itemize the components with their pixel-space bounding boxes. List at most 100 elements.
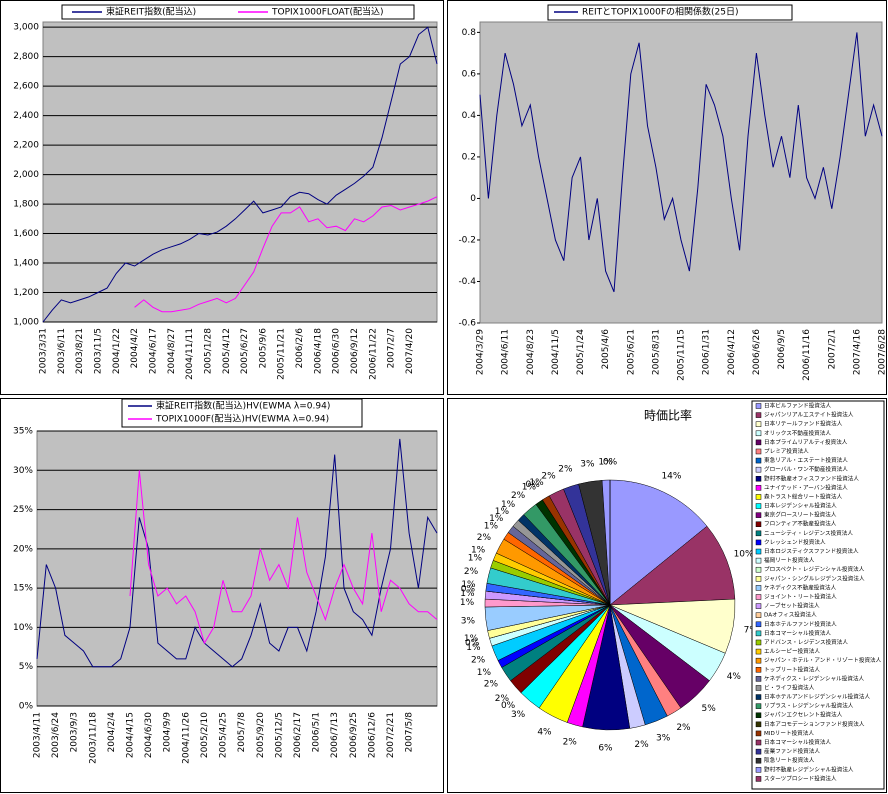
y-tick-label: 5% [19, 662, 34, 672]
y-tick-label: 20% [13, 544, 33, 554]
legend-label: ビ・ライフ投資法人 [764, 683, 815, 691]
legend-swatch [755, 548, 762, 555]
data-label: 2% [541, 471, 556, 481]
y-tick-label: 2,400 [13, 111, 39, 121]
x-tick-label: 2004/1/22 [112, 328, 122, 374]
legend: 東証REIT指数(配当込) TOPIX1000FLOAT(配当込) [61, 4, 415, 20]
legend-swatch [755, 521, 762, 527]
legend-label: 東急リアル・エステート投資法人 [764, 456, 848, 464]
pie-slice [609, 525, 736, 606]
legend-label: ユナイテッド・アーバン投資法人 [764, 483, 848, 491]
x-tick-label: 2006/11/16 [802, 329, 812, 381]
data-label: 3% [511, 710, 526, 720]
y-tick-label: 0.4 [462, 111, 477, 121]
x-tick-label: 2004/6/17 [148, 328, 158, 374]
legend-swatch [755, 603, 762, 609]
legend-swatch [755, 721, 762, 728]
legend-label: 日本ロジスティクスファンド投資法人 [764, 547, 859, 555]
x-tick-label: 2004/3/29 [476, 329, 486, 375]
legend-swatch [755, 539, 762, 546]
series-line [42, 26, 438, 323]
x-tick-label: 2005/11/15 [677, 329, 687, 381]
data-label: 2% [471, 656, 486, 666]
series-line [479, 32, 883, 293]
data-label: 1% [461, 580, 476, 590]
legend-label: アドバンス・レジデンス投資法人 [764, 638, 848, 646]
x-tick-label: 2004/2/4 [107, 712, 117, 753]
legend-swatch [755, 512, 762, 518]
x-tick-label: 2004/4/2 [130, 328, 140, 368]
x-tick-label: 2004/6/30 [144, 712, 154, 758]
x-tick-label: 2003/3/31 [39, 328, 49, 374]
legend-swatch [755, 466, 762, 473]
x-tick-label: 2004/11/11 [185, 328, 195, 380]
y-tick-label: 1,800 [13, 200, 39, 210]
legend-label: 阪急リート投資法人 [764, 756, 815, 764]
y-tick-label: 0 [470, 194, 476, 204]
legend-label: ケネディクス不動産投資法人 [764, 583, 837, 591]
y-tick-label: 0.2 [462, 152, 476, 162]
legend-label: ジョイント・リート投資法人 [764, 593, 837, 601]
legend-swatch [755, 730, 762, 737]
data-label: 1% [484, 521, 499, 531]
data-label: 2% [464, 567, 479, 577]
data-label: 4% [727, 672, 742, 682]
legend-swatch [755, 503, 762, 509]
y-tick-label: -0.2 [458, 235, 476, 245]
legend-label: ジャパン・ホテル・アンド・リゾート投資法人 [764, 656, 882, 664]
plot-area [479, 21, 883, 324]
legend-swatch [755, 767, 762, 773]
legend: REITとTOPIX1000Fの相関係数(25日) [547, 4, 793, 21]
legend-swatch [755, 776, 762, 782]
legend-swatch [755, 585, 762, 591]
x-tick-label: 2005/12/5 [274, 712, 284, 758]
legend-swatch [755, 457, 762, 464]
data-label: 2% [676, 723, 691, 733]
x-tick-label: 2006/2/6 [295, 328, 305, 369]
chart-title: 時価比率 [644, 408, 692, 423]
x-tick-label: 2004/9/9 [163, 712, 173, 753]
x-tick-label: 2006/4/12 [727, 329, 737, 375]
x-tick-label: 2004/4/15 [126, 712, 136, 758]
x-tick-label: 2004/8/27 [167, 328, 177, 374]
legend-label: 産業ファンド投資法人 [764, 747, 820, 755]
pie-slice [609, 479, 708, 606]
data-label: 1% [460, 589, 475, 599]
x-tick-label: 2005/4/25 [219, 712, 229, 758]
y-tick-label: -0.6 [458, 319, 476, 329]
series-line [129, 470, 438, 645]
legend-swatch [755, 657, 762, 664]
legend-swatch [755, 694, 762, 700]
x-tick-label: 2006/9/12 [350, 328, 360, 374]
legend-swatch [755, 448, 762, 455]
y-tick-label: 0% [19, 702, 34, 712]
y-tick-label: 1,400 [13, 259, 39, 269]
x-tick-label: 2005/8/31 [651, 329, 661, 375]
data-label: 10% [734, 549, 754, 559]
legend-label: 野村不動産オフィスファンド投資法人 [764, 474, 859, 482]
x-tick-label: 2006/6/26 [752, 329, 762, 375]
data-label: 2% [484, 680, 499, 690]
data-label: 1% [522, 483, 537, 493]
legend-swatch [755, 685, 762, 691]
legend-label: プロスペクト・レジデンシャル投資法人 [764, 565, 865, 573]
data-label: 3% [580, 459, 595, 469]
x-tick-label: 2006/2/17 [293, 712, 303, 758]
data-label: 2% [634, 740, 649, 750]
x-tick-label: 2005/9/20 [256, 712, 266, 758]
x-tick-label: 2006/5/1 [312, 712, 322, 752]
legend-swatch [755, 566, 762, 573]
legend-label: 野村不動産レジデンシャル投資法人 [764, 765, 854, 773]
x-tick-label: 2005/6/21 [626, 329, 636, 375]
data-label: 1% [477, 668, 492, 678]
data-label: 2% [558, 465, 573, 475]
legend-label: 日本ホテルアンドレジデンシャル投資法人 [764, 693, 870, 701]
legend-swatch [755, 403, 762, 409]
data-label: 1% [464, 634, 479, 644]
legend-swatch [755, 676, 762, 682]
y-tick-label: 30% [13, 466, 33, 476]
y-tick-label: 1,000 [13, 318, 39, 328]
legend-swatch [755, 712, 762, 718]
data-label: 0% [526, 480, 541, 490]
legend-swatch [755, 412, 762, 418]
